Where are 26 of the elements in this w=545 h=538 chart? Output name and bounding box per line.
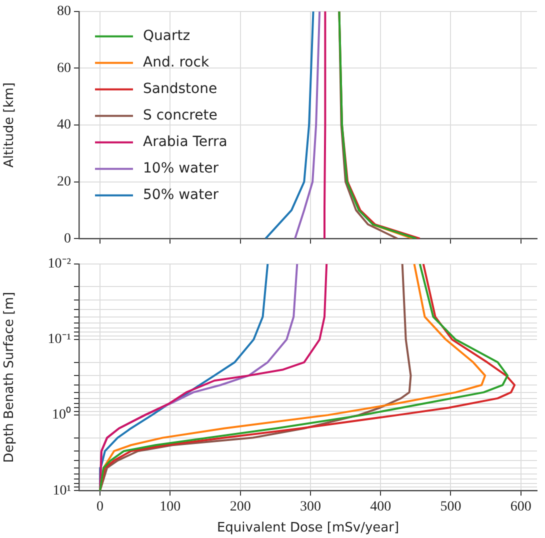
y-tick-label: 10⁻²: [48, 256, 71, 272]
y-tick-label: 60: [57, 60, 71, 76]
x-tick-label: 400: [370, 500, 392, 515]
y-axis-title: Depth Benath Surface [m]: [2, 292, 18, 463]
y-tick-label: 10⁻¹: [48, 332, 71, 348]
legend-label: And. rock: [143, 54, 210, 71]
x-tick-label: 200: [230, 500, 251, 515]
y-tick-label: 80: [57, 4, 71, 20]
x-tick-label: 300: [300, 500, 321, 515]
x-axis-title: Equivalent Dose [mSv/year]: [216, 520, 400, 536]
y-tick-label: 10¹: [52, 483, 71, 498]
x-tick-label: 500: [440, 500, 462, 515]
y-axis-title: Altitude [km]: [2, 82, 18, 168]
legend-label: Arabia Terra: [143, 134, 228, 150]
x-tick-label: 100: [160, 500, 181, 515]
x-tick-label: 600: [510, 500, 532, 515]
y-tick-label: 20: [57, 174, 71, 190]
y-tick-label: 40: [57, 118, 71, 133]
legend-label: 50% water: [143, 187, 219, 204]
legend-label: Quartz: [143, 28, 190, 44]
x-tick-label: 0: [96, 500, 104, 515]
legend-label: S concrete: [143, 108, 218, 124]
legend-label: 10% water: [143, 160, 219, 177]
y-tick-label: 10⁰: [52, 406, 71, 423]
legend-label: Sandstone: [143, 81, 218, 98]
y-tick-label: 0: [64, 231, 71, 246]
